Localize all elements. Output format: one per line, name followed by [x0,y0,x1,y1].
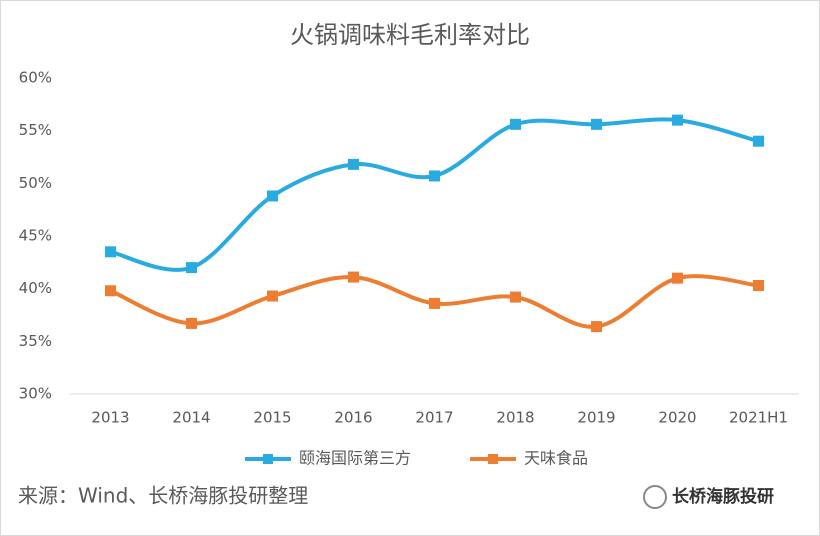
x-tick-label: 2015 [253,409,291,427]
logo-icon [643,485,667,509]
y-tick-label: 30% [19,385,52,403]
x-tick-label: 2018 [496,409,534,427]
marker [348,158,359,170]
marker [672,114,683,126]
legend-marker [488,454,498,464]
marker [429,297,440,309]
legend-label: 颐海国际第三方 [299,449,411,468]
marker [591,321,602,333]
marker [186,262,197,274]
y-tick-label: 55% [19,121,52,139]
y-tick-label: 35% [19,332,52,350]
marker [105,246,116,258]
y-tick-label: 40% [19,279,52,297]
marker [510,118,521,130]
logo: 长桥海豚投研 [643,485,774,509]
legend-marker [263,454,273,464]
y-tick-label: 50% [19,174,52,192]
x-tick-label: 2013 [91,409,129,427]
chart-title: 火锅调味料毛利率对比 [290,21,530,49]
logo-text: 长桥海豚投研 [672,486,774,507]
x-tick-label: 2017 [415,409,453,427]
marker [186,317,197,329]
marker [591,118,602,130]
marker [672,272,683,284]
marker [267,290,278,302]
x-tick-label: 2014 [172,409,210,427]
marker [753,135,764,147]
marker [348,271,359,283]
marker [267,190,278,202]
marker [429,170,440,182]
legend-label: 天味食品 [524,449,588,468]
marker [105,285,116,297]
y-tick-label: 60% [19,69,52,87]
source-note: 来源：Wind、长桥海豚投研整理 [18,484,308,508]
marker [753,280,764,292]
x-tick-label: 2021H1 [729,409,788,427]
marker [510,291,521,303]
y-tick-label: 45% [19,227,52,245]
x-tick-label: 2020 [658,409,696,427]
x-tick-label: 2016 [334,409,372,427]
x-tick-label: 2019 [577,409,615,427]
